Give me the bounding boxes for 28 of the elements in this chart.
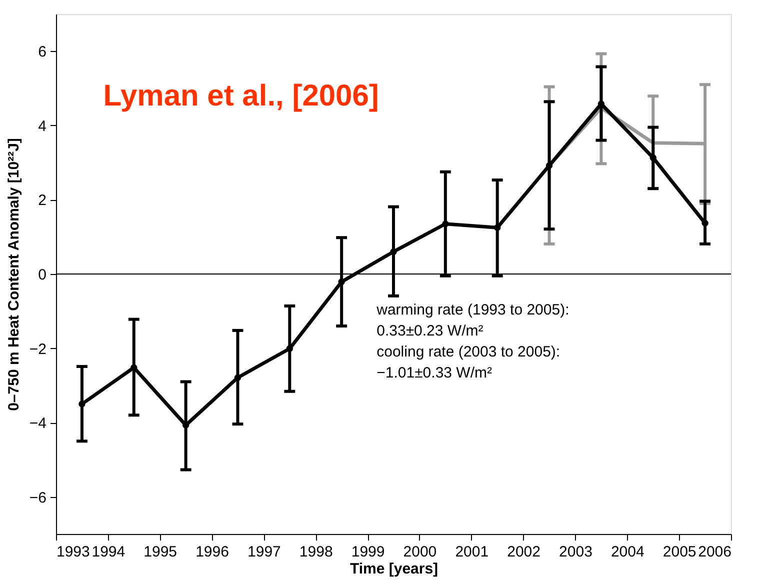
- x-tick-label: 1996: [196, 544, 229, 560]
- y-tick-label: −6: [29, 489, 46, 506]
- x-tick-label: 1993: [56, 544, 90, 560]
- x-tick-label: 2003: [559, 544, 592, 560]
- annotation: cooling rate (2003 to 2005):: [376, 344, 560, 361]
- x-tick-label: 2001: [455, 544, 489, 560]
- x-tick-label: 1997: [248, 544, 281, 560]
- x-tick-label: 2004: [610, 544, 644, 560]
- x-tick-label: 2005: [662, 544, 696, 560]
- x-tick-label: 2002: [507, 544, 540, 560]
- y-tick-label: 0: [38, 266, 46, 284]
- x-axis-title: Time [years]: [350, 560, 438, 578]
- x-tick-label: 1995: [144, 544, 178, 560]
- y-tick-label: 6: [38, 44, 46, 61]
- y-tick-label: −2: [29, 340, 46, 358]
- y-tick-label: −4: [29, 415, 46, 432]
- text: Lyman et al., [2006]: [103, 80, 379, 113]
- x-tick-label: 1999: [351, 544, 385, 560]
- x-tick-label: 2006: [698, 544, 732, 560]
- annotation: warming rate (1993 to 2005):: [376, 302, 570, 319]
- x-tick-label: 2000: [403, 544, 437, 560]
- x-tick-label: 1998: [299, 544, 333, 560]
- x-tick-label: 1994: [92, 544, 126, 560]
- y-tick-label: 4: [38, 118, 46, 135]
- y-axis-title: 0–750 m Heat Content Anomaly [10²²J]: [5, 138, 22, 411]
- annotation: −1.01±0.33 W/m²: [376, 364, 492, 382]
- y-tick-label: 2: [38, 192, 46, 210]
- annotation: 0.33±0.23 W/m²: [376, 322, 484, 340]
